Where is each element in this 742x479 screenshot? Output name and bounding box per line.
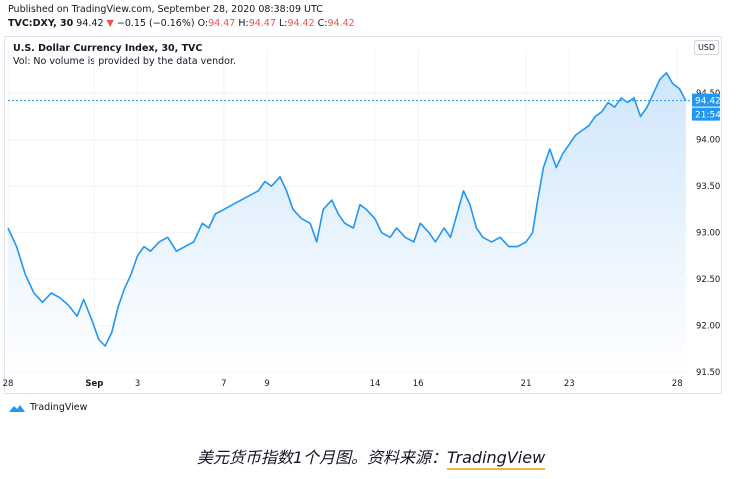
x-tick-label: 7 bbox=[221, 379, 226, 389]
close-value: 94.42 bbox=[327, 18, 355, 29]
tradingview-logo[interactable]: TradingView bbox=[8, 402, 87, 413]
change-value: −0.15 (−0.16%) bbox=[116, 18, 195, 29]
high-value: 94.47 bbox=[248, 18, 276, 29]
publish-header: Published on TradingView.com, September … bbox=[8, 4, 355, 30]
quote-line: TVC:DXY, 30 94.42 ▼ −0.15 (−0.16%) O:94.… bbox=[8, 18, 355, 30]
y-tick-label: 91.50 bbox=[696, 368, 720, 378]
last-price: 94.42 bbox=[76, 18, 104, 29]
volume-note: Vol: No volume is provided by the data v… bbox=[13, 56, 237, 67]
tradingview-logo-icon bbox=[9, 404, 25, 412]
x-tick-label: 16 bbox=[413, 379, 424, 389]
x-tick-label: 28 bbox=[3, 379, 14, 389]
close-label: C: bbox=[317, 18, 328, 29]
published-line: Published on TradingView.com, September … bbox=[8, 4, 323, 15]
price-tag: 94.42 21:54 bbox=[692, 93, 721, 121]
y-tick-label: 94.00 bbox=[696, 136, 720, 146]
open-value: 94.47 bbox=[208, 18, 236, 29]
x-axis: 28 Sep 3 7 9 14 16 21 23 28 bbox=[3, 379, 683, 389]
x-tick-label: 14 bbox=[370, 379, 381, 389]
caption-text: 美元货币指数1个月图。资料来源： bbox=[196, 448, 448, 467]
high-label: H: bbox=[238, 18, 249, 29]
y-tick-label: 92.00 bbox=[696, 322, 720, 332]
price-area bbox=[8, 72, 686, 373]
countdown-tag-box bbox=[692, 107, 720, 121]
down-arrow-icon: ▼ bbox=[106, 18, 114, 29]
x-tick-label: 3 bbox=[135, 379, 140, 389]
chart-title: U.S. Dollar Currency Index, 30, TVC bbox=[13, 43, 203, 54]
x-tick-label: 21 bbox=[521, 379, 532, 389]
x-tick-label: 9 bbox=[264, 379, 269, 389]
low-value: 94.42 bbox=[287, 18, 315, 29]
currency-button[interactable]: USD bbox=[694, 40, 719, 55]
caption-source: TradingView bbox=[447, 448, 546, 470]
x-tick-label: 23 bbox=[564, 379, 575, 389]
low-label: L: bbox=[278, 18, 288, 29]
symbol-label: TVC:DXY, 30 bbox=[8, 18, 74, 29]
y-tick-label: 93.00 bbox=[696, 229, 720, 239]
open-label: O: bbox=[197, 18, 209, 29]
x-tick-label: 28 bbox=[672, 379, 683, 389]
tradingview-logo-text: TradingView bbox=[30, 402, 88, 413]
y-tick-label: 92.50 bbox=[696, 275, 720, 285]
price-tag-price: 94.42 bbox=[695, 97, 721, 107]
price-tag-box bbox=[692, 93, 720, 107]
x-tick-label: Sep bbox=[85, 379, 103, 389]
price-tag-countdown: 21:54 bbox=[695, 111, 721, 121]
y-tick-label: 93.50 bbox=[696, 182, 720, 192]
price-line bbox=[7, 72, 687, 347]
image-caption: 美元货币指数1个月图。资料来源：TradingView bbox=[0, 444, 742, 470]
